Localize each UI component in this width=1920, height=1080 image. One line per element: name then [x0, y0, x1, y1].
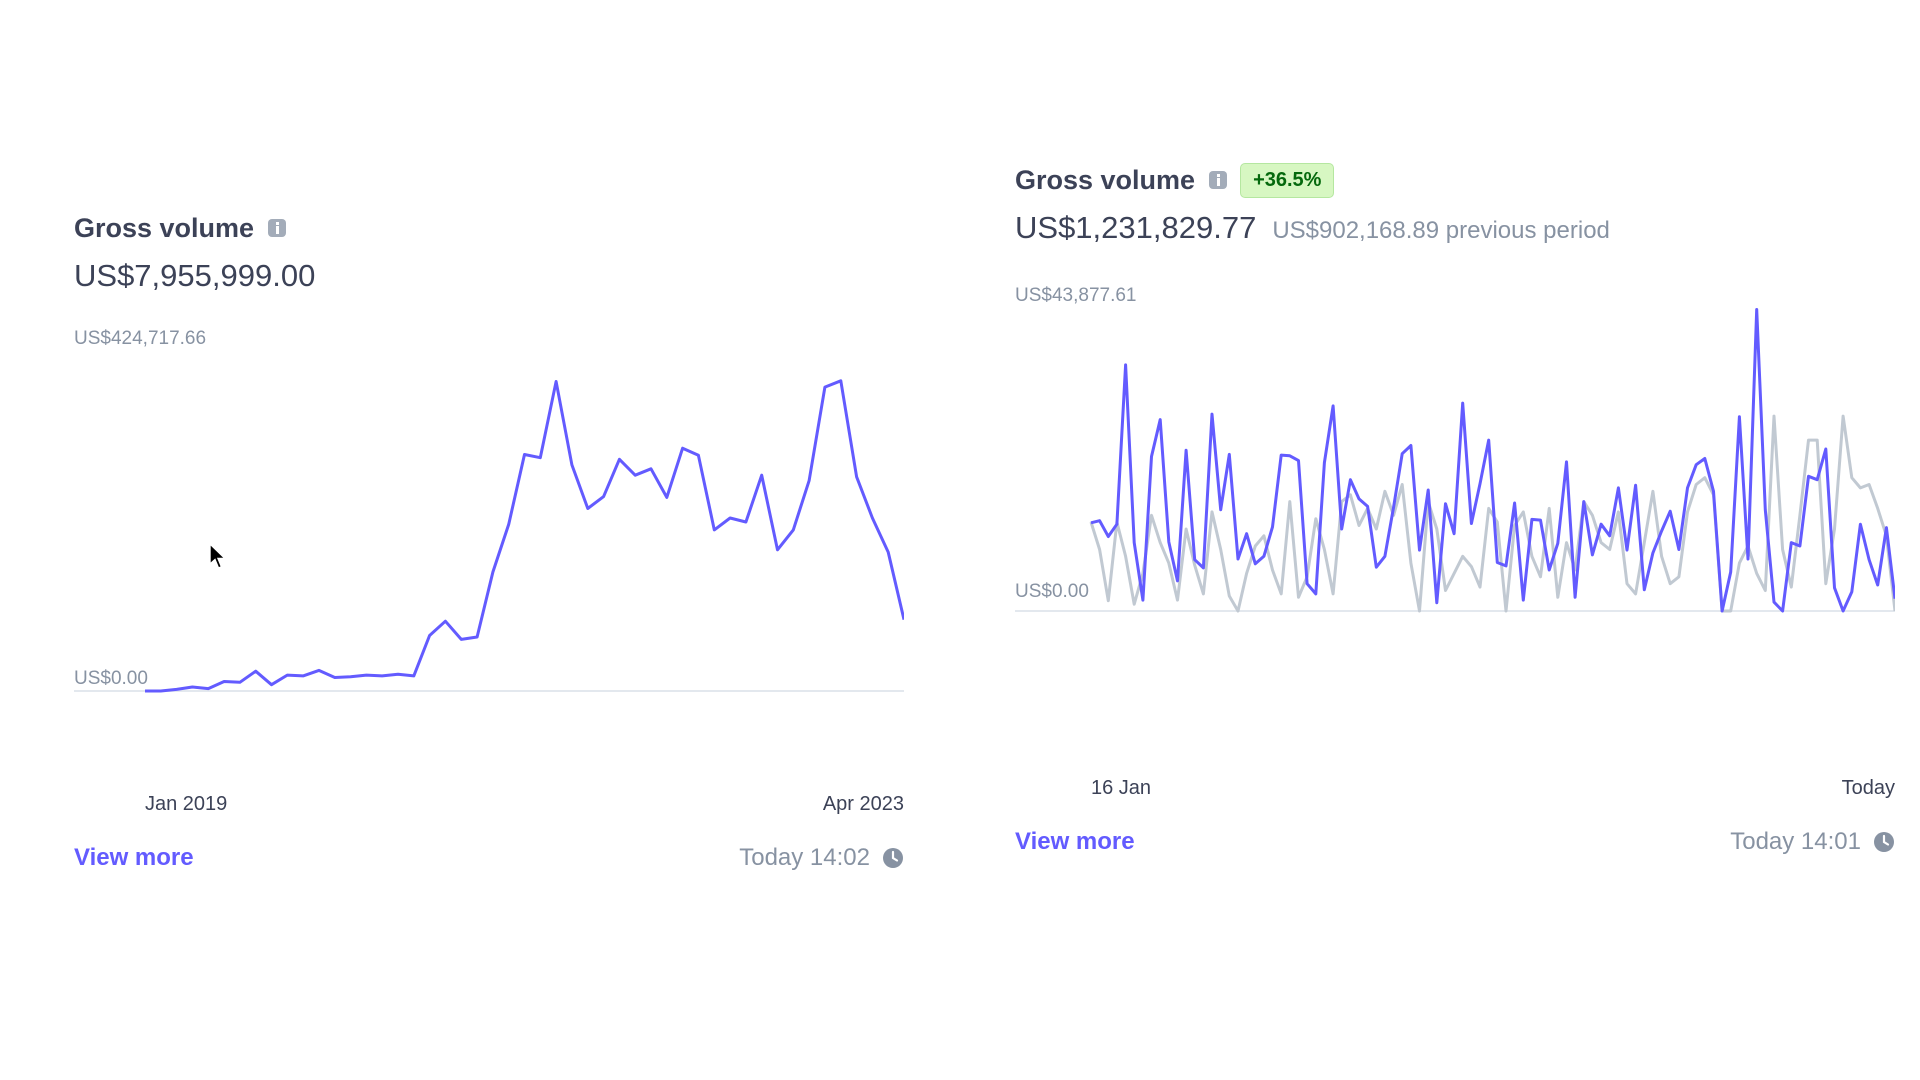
clock-icon — [883, 848, 903, 868]
mouse-cursor-icon — [209, 543, 227, 569]
series-line-current — [1090, 308, 1895, 613]
y-min-label: US$0.00 — [74, 668, 148, 689]
y-min-label: US$0.00 — [1015, 581, 1089, 602]
gross-volume-chart-right: US$43,877.61 US$0.00 — [1015, 285, 1895, 613]
clock-icon — [1874, 832, 1894, 852]
view-more-link[interactable]: View more — [74, 844, 194, 871]
card-footer: View more Today 14:02 — [74, 844, 904, 872]
info-icon[interactable] — [1209, 171, 1228, 189]
y-max-label: US$43,877.61 — [1015, 285, 1137, 306]
gross-volume-amount: US$1,231,829.77 — [1015, 210, 1257, 245]
updated-time: Today 14:01 — [1730, 828, 1861, 855]
gross-volume-card-right: Gross volume +36.5% US$1,231,829.77 US$9… — [1015, 160, 1895, 880]
updated-time: Today 14:02 — [739, 844, 870, 871]
gross-volume-chart-left: US$424,717.66 US$0.00 — [74, 328, 904, 693]
previous-period-amount: US$902,168.89 previous period — [1272, 217, 1610, 244]
x-axis-labels: 16 Jan Today — [1015, 777, 1895, 807]
card-title: Gross volume — [1015, 164, 1196, 195]
card-footer: View more Today 14:01 — [1015, 828, 1895, 856]
amount-row: US$1,231,829.77 US$902,168.89 previous p… — [1015, 210, 1895, 246]
gross-volume-amount: US$7,955,999.00 — [74, 258, 316, 293]
card-header: Gross volume — [74, 208, 904, 248]
x-label-start: 16 Jan — [1091, 777, 1152, 799]
view-more-link[interactable]: View more — [1015, 828, 1135, 855]
last-updated: Today 14:02 — [739, 844, 904, 872]
last-updated: Today 14:01 — [1730, 828, 1895, 856]
x-label-end: Apr 2023 — [822, 793, 904, 815]
x-label-end: Today — [1841, 777, 1895, 799]
info-icon[interactable] — [268, 219, 287, 237]
card-header: Gross volume +36.5% — [1015, 160, 1895, 200]
gross-volume-card-left: Gross volume US$7,955,999.00 US$424,717.… — [74, 208, 904, 888]
change-badge: +36.5% — [1240, 162, 1335, 198]
card-title: Gross volume — [74, 212, 255, 243]
series-line-current — [145, 379, 904, 693]
x-label-start: Jan 2019 — [145, 793, 228, 815]
amount-row: US$7,955,999.00 — [74, 258, 904, 294]
y-max-label: US$424,717.66 — [74, 328, 206, 349]
x-axis-labels: Jan 2019 Apr 2023 — [74, 793, 904, 823]
